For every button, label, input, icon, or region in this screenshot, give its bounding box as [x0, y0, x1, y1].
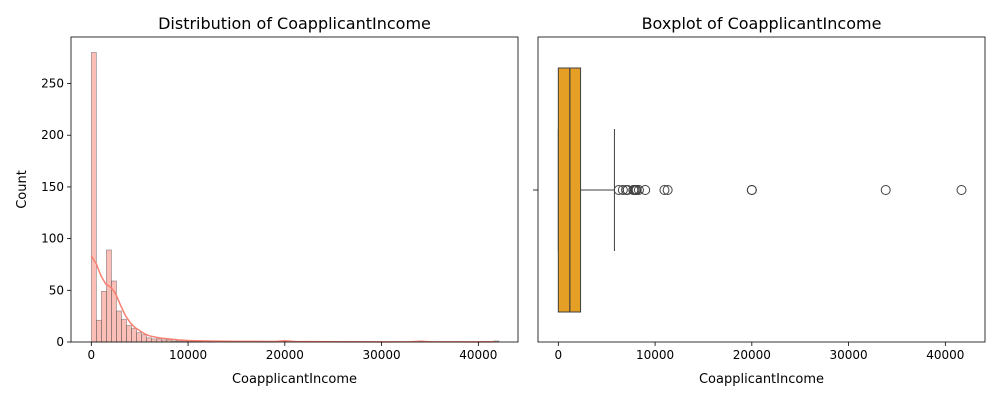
histogram-bars: [90, 52, 500, 343]
histogram-axes-frame: [70, 36, 519, 343]
histogram-bar: [151, 338, 158, 343]
boxplot-x-tick-label: 40000: [926, 348, 964, 362]
boxplot-outlier: [633, 185, 644, 195]
histogram-x-tick-label: 10000: [169, 348, 207, 362]
histogram-x-tick-label: 0: [87, 348, 95, 362]
histogram-bar: [95, 319, 102, 343]
histogram-y-tick-label: 150: [41, 180, 64, 194]
histogram-x-label: CoapplicantIncome: [232, 372, 357, 387]
histogram-panel: Distribution of CoapplicantIncome 0 10000…: [15, 14, 519, 387]
histogram-x-ticks: 0 10000 20000 30000 40000: [87, 342, 497, 362]
histogram-y-tick-label: 50: [49, 283, 64, 297]
boxplot-x-tick-label: 20000: [733, 348, 771, 362]
histogram-bar: [156, 338, 163, 343]
histogram-bar: [131, 328, 137, 343]
boxplot-x-tick-label: 30000: [829, 348, 867, 362]
boxplot-outlier: [956, 185, 967, 195]
histogram-y-ticks: 0 50 100 150 200 250: [41, 77, 71, 349]
kde-curve: [90, 255, 495, 343]
boxplot-outlier: [746, 185, 757, 195]
boxplot-panel: Boxplot of CoapplicantIncome 0 10000 20000…: [533, 14, 986, 387]
histogram-bar: [121, 318, 127, 343]
boxplot-outlier: [659, 185, 670, 195]
histogram-bar: [126, 325, 132, 343]
boxplot-outlier: [640, 185, 651, 195]
histogram-y-label: Count: [15, 170, 30, 209]
histogram-bar: [101, 290, 107, 343]
boxplot-axes-frame: [537, 36, 986, 343]
histogram-bar: [146, 337, 153, 343]
histogram-y-tick-label: 200: [41, 128, 64, 142]
boxplot-outlier: [880, 185, 891, 195]
boxplot-title: Boxplot of CoapplicantIncome: [642, 14, 882, 33]
histogram-y-tick-label: 100: [41, 232, 64, 246]
histogram-bar: [106, 249, 112, 343]
histogram-x-tick-label: 40000: [459, 348, 497, 362]
histogram-x-tick-label: 30000: [362, 348, 400, 362]
boxplot-outlier: [617, 185, 628, 195]
boxplot-x-label: CoapplicantIncome: [699, 372, 824, 387]
histogram-x-tick-label: 20000: [266, 348, 304, 362]
boxplot-x-tick-label: 0: [554, 348, 562, 362]
histogram-bar: [116, 310, 122, 343]
histogram-bar: [136, 332, 142, 343]
boxplot-outliers: [613, 185, 967, 195]
histogram-y-tick-label: 0: [56, 335, 64, 349]
boxplot-outlier: [662, 185, 673, 195]
histogram-bar: [90, 52, 97, 343]
histogram-title: Distribution of CoapplicantIncome: [158, 14, 431, 33]
histogram-y-tick-label: 250: [41, 77, 64, 91]
boxplot-x-ticks: 0 10000 20000 30000 40000: [554, 342, 964, 362]
boxplot-x-tick-label: 10000: [636, 348, 674, 362]
boxplot-group: [557, 67, 615, 313]
histogram-bar: [141, 334, 148, 343]
